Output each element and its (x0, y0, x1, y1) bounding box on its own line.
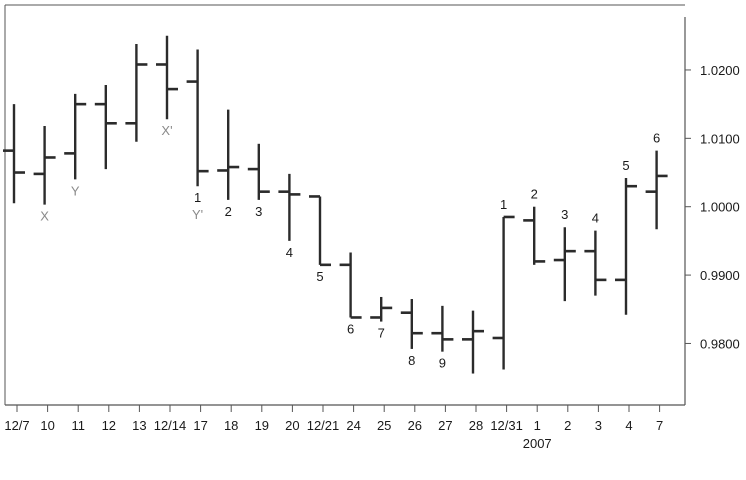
ohlc-bar (462, 310, 484, 374)
ohlc-bar (156, 35, 178, 120)
pattern-label: X' (161, 123, 172, 138)
x-tick-label: 27 (438, 418, 452, 433)
y-tick-label: 1.0100 (700, 131, 740, 146)
wave-count-label: 2 (225, 204, 232, 219)
x-tick-label: 12/31 (490, 418, 523, 433)
wave-count-label: 1 (500, 197, 507, 212)
x-tick-label: 13 (132, 418, 146, 433)
y-tick-label: 0.9900 (700, 268, 740, 283)
ohlc-bar (217, 109, 240, 200)
wave-annotations: X Y X' 1 Y' 2 3 4 5 6 7 8 9 1 2 3 4 5 6 (40, 123, 660, 370)
ohlc-bar (3, 104, 25, 204)
ohlc-bar (125, 43, 148, 142)
ohlc-bar (309, 195, 331, 267)
wave-count-label: 2 (531, 187, 538, 202)
wave-count-label: 5 (622, 158, 629, 173)
ohlc-bar (247, 143, 270, 200)
x-tick-label: 18 (224, 418, 238, 433)
ohlc-bar (615, 177, 637, 315)
ohlc-bar (64, 93, 87, 180)
wave-count-label: 3 (255, 204, 262, 219)
ohlc-bar (400, 299, 423, 349)
wave-count-label: 7 (378, 326, 385, 341)
pattern-label: Y (71, 183, 80, 198)
x-tick-label: 3 (595, 418, 602, 433)
ohlc-bar (523, 206, 546, 265)
wave-count-label: 6 (347, 321, 354, 336)
x-tick-label: 28 (469, 418, 483, 433)
ohlc-bar (339, 252, 362, 319)
y-tick-label: 1.0200 (700, 63, 740, 78)
x-tick-label: 12/21 (307, 418, 340, 433)
x-year-label: 2007 (523, 436, 552, 451)
x-tick-label: 24 (346, 418, 360, 433)
x-tick-label: 12/14 (154, 418, 187, 433)
wave-count-label: 3 (561, 207, 568, 222)
ohlc-bar (186, 49, 209, 187)
x-tick-label: 1 (534, 418, 541, 433)
pattern-label: X (40, 209, 49, 224)
pattern-label: Y' (192, 207, 203, 222)
x-tick-label: 7 (656, 418, 663, 433)
wave-count-label: 4 (286, 245, 293, 260)
ohlc-bar (33, 126, 56, 205)
x-tick-label: 20 (285, 418, 299, 433)
ohlc-bar (431, 305, 454, 352)
x-tick-label: 2 (564, 418, 571, 433)
x-tick-label: 19 (255, 418, 269, 433)
price-bars (3, 35, 668, 374)
x-tick-label: 11 (71, 418, 85, 433)
ohlc-bar (94, 85, 117, 170)
y-axis: 1.0200 1.0100 1.0000 0.9900 0.9800 (685, 63, 740, 351)
ohlc-bar (553, 227, 576, 302)
ohlc-bar (645, 150, 668, 230)
wave-count-label: 8 (408, 353, 415, 368)
x-tick-label: 12/7 (4, 418, 29, 433)
ohlc-bar (492, 215, 515, 370)
chart-frame (4, 4, 686, 406)
x-tick-label: 4 (625, 418, 632, 433)
x-tick-label: 17 (193, 418, 207, 433)
wave-count-label: 9 (439, 356, 446, 371)
ohlc-bar (278, 173, 301, 241)
wave-count-label: 4 (592, 211, 599, 226)
wave-count-label: 1 (194, 190, 201, 205)
y-tick-label: 1.0000 (700, 200, 740, 215)
ohlc-bar (370, 296, 393, 322)
wave-count-label: 5 (316, 269, 323, 284)
x-tick-label: 10 (40, 418, 54, 433)
y-tick-label: 0.9800 (700, 336, 740, 351)
x-axis: 12/7 10 11 12 13 12/14 17 18 19 20 12/21 24 25 26 27 28… (4, 405, 663, 451)
wave-count-label: 6 (653, 131, 660, 146)
x-tick-label: 26 (408, 418, 422, 433)
ohlc-bar (584, 230, 607, 296)
x-tick-label: 25 (377, 418, 391, 433)
x-tick-label: 12 (102, 418, 116, 433)
